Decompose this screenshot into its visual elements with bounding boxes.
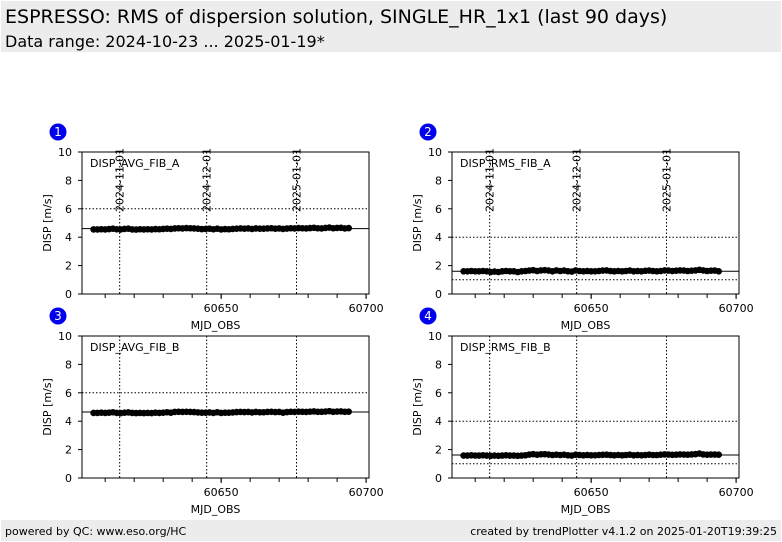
- y-tick-label: 2: [65, 444, 72, 457]
- panel-badge-number: 2: [424, 125, 432, 139]
- series-label: DISP_RMS_FIB_B: [460, 341, 551, 354]
- y-tick-label: 2: [435, 444, 442, 457]
- footer-powered-by: powered by QC: www.eso.org/HC: [5, 525, 187, 538]
- panel-badge-number: 3: [54, 309, 62, 323]
- y-tick-label: 0: [65, 472, 72, 485]
- chart-panel-2: 2024-11-01 2024-12-01 2025-01-01 0 2 4 6 8 10 606…: [411, 123, 754, 332]
- data-point: [345, 224, 353, 232]
- x-axis-label: MJD_OBS: [191, 319, 241, 332]
- y-tick-label: 10: [58, 146, 72, 159]
- report-header: ESPRESSO: RMS of dispersion solution, SI…: [1, 1, 781, 52]
- y-axis-label: DISP [m/s]: [41, 194, 54, 252]
- y-tick-label: 6: [65, 387, 72, 400]
- data-range-subtitle: Data range: 2024-10-23 ... 2025-01-19*: [5, 32, 325, 51]
- footer-created-by: created by trendPlotter v4.1.2 on 2025-0…: [470, 525, 777, 538]
- panel-badge-number: 4: [424, 309, 432, 323]
- plot-frame: [81, 335, 370, 479]
- y-tick-label: 4: [65, 231, 72, 244]
- y-tick-label: 2: [65, 260, 72, 273]
- panel-badge: [49, 123, 67, 141]
- y-tick-label: 8: [65, 358, 72, 371]
- y-axis-label: DISP [m/s]: [41, 378, 54, 436]
- chart-panel-4: 0 2 4 6 8 10 60650 60700 MJD_OBS DISP [m/s] DISP_R…: [411, 307, 754, 516]
- plot-frame: [451, 335, 740, 479]
- y-axis-label: DISP [m/s]: [411, 194, 424, 252]
- y-tick-label: 10: [428, 146, 442, 159]
- y-tick-label: 0: [65, 288, 72, 301]
- x-tick-label: 60700: [719, 302, 754, 315]
- y-tick-label: 8: [435, 174, 442, 187]
- plot-frame: [81, 151, 370, 295]
- date-marker-label: 2024-12-01: [201, 148, 214, 212]
- y-tick-label: 0: [435, 288, 442, 301]
- y-tick-label: 4: [435, 415, 442, 428]
- x-tick-label: 60650: [574, 302, 609, 315]
- panel-badge: [419, 123, 437, 141]
- y-tick-label: 2: [435, 260, 442, 273]
- series-label: DISP_RMS_FIB_A: [460, 157, 551, 170]
- page-title: ESPRESSO: RMS of dispersion solution, SI…: [5, 6, 668, 28]
- x-tick-label: 60650: [204, 302, 239, 315]
- chart-panel-1: 2024-11-01 2024-12-01 2025-01-01 0 2 4 6 8 10 606…: [41, 123, 384, 332]
- chart-panel-3: 0 2 4 6 8 10 60650 60700 MJD_OBS DISP [m/s] DISP_A…: [41, 307, 384, 516]
- x-tick-label: 60650: [574, 486, 609, 499]
- series-label: DISP_AVG_FIB_A: [90, 157, 180, 170]
- panel-badge-number: 1: [54, 125, 62, 139]
- y-tick-label: 8: [435, 358, 442, 371]
- date-marker-label: 2024-11-01: [114, 148, 127, 212]
- date-marker-label: 2025-01-01: [291, 148, 304, 212]
- y-tick-label: 4: [65, 415, 72, 428]
- y-tick-label: 0: [435, 472, 442, 485]
- x-tick-label: 60700: [719, 486, 754, 499]
- x-tick-label: 60700: [349, 486, 384, 499]
- report-footer: powered by QC: www.eso.org/HC created by…: [1, 520, 781, 541]
- date-marker-label: 2024-12-01: [571, 148, 584, 212]
- x-axis-label: MJD_OBS: [561, 319, 611, 332]
- panel-badge: [49, 307, 67, 325]
- x-tick-label: 60700: [349, 302, 384, 315]
- plot-frame: [451, 151, 740, 295]
- date-marker-label: 2024-11-01: [484, 148, 497, 212]
- date-marker-label: 2025-01-01: [661, 148, 674, 212]
- panel-badge: [419, 307, 437, 325]
- y-axis-label: DISP [m/s]: [411, 378, 424, 436]
- y-tick-label: 6: [435, 387, 442, 400]
- series-label: DISP_AVG_FIB_B: [90, 341, 179, 354]
- x-axis-label: MJD_OBS: [561, 503, 611, 516]
- x-axis-label: MJD_OBS: [191, 503, 241, 516]
- x-tick-label: 60650: [204, 486, 239, 499]
- y-tick-label: 10: [58, 330, 72, 343]
- y-tick-label: 4: [435, 231, 442, 244]
- y-tick-label: 6: [65, 203, 72, 216]
- y-tick-label: 10: [428, 330, 442, 343]
- y-tick-label: 8: [65, 174, 72, 187]
- y-tick-label: 6: [435, 203, 442, 216]
